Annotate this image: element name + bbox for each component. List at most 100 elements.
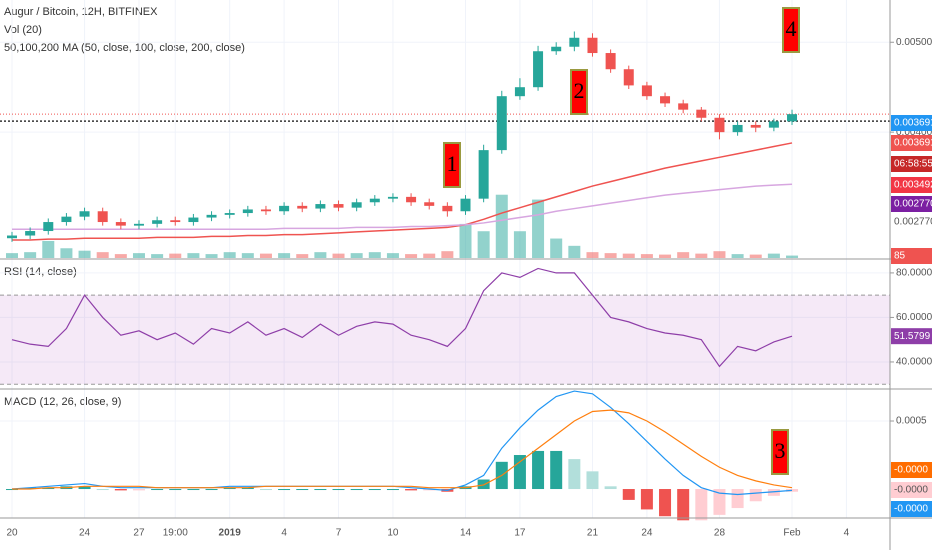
- price-marker: 0.0036917: [894, 138, 932, 149]
- candle-body: [333, 204, 344, 208]
- candle-body: [533, 51, 544, 88]
- price-marker-bg: [891, 177, 932, 193]
- price-marker: 0.0036917: [894, 118, 932, 129]
- volume-bar: [78, 250, 91, 258]
- x-tick-label: 10: [387, 528, 399, 539]
- y-tick-label: 60.0000: [896, 312, 932, 323]
- candle-body: [152, 220, 163, 224]
- macd-marker-bg: [891, 501, 932, 517]
- macd-histogram-bar: [550, 450, 563, 490]
- annotation-text: 1: [447, 151, 458, 176]
- macd-histogram-bar: [78, 486, 91, 490]
- y-tick-label: 0.0040000: [896, 127, 932, 138]
- macd-marker-bg: [891, 462, 932, 478]
- macd-histogram-bar: [767, 489, 780, 496]
- candle-body: [678, 103, 689, 110]
- price-marker: 06:58:55: [894, 159, 932, 170]
- volume-bar: [640, 254, 653, 258]
- candle-body: [315, 204, 326, 209]
- macd-histogram-bar: [423, 489, 436, 491]
- macd-histogram-bar: [241, 487, 254, 490]
- price-marker: 85: [894, 251, 906, 262]
- volume-bar: [187, 253, 200, 258]
- macd-histogram-bar: [731, 489, 744, 509]
- volume-bar: [441, 251, 454, 258]
- candle-body: [478, 150, 489, 199]
- volume-bar: [622, 253, 635, 258]
- annotation-box: [782, 7, 800, 53]
- volume-bar: [550, 238, 563, 258]
- volume-bar: [96, 252, 109, 258]
- macd-histogram-bar: [368, 489, 381, 491]
- candle-body: [460, 198, 471, 212]
- macd-histogram-bar: [132, 489, 145, 491]
- x-tick-label: 27: [133, 528, 145, 539]
- macd-histogram-bar: [332, 489, 345, 491]
- volume-bar: [604, 253, 617, 258]
- volume-bar: [423, 253, 436, 258]
- volume-bar: [713, 251, 726, 258]
- price-marker-bg: [891, 135, 932, 151]
- candle-body: [133, 223, 144, 226]
- candle-body: [551, 46, 562, 52]
- macd-histogram-bar: [659, 489, 672, 517]
- candle-body: [406, 196, 417, 203]
- price-marker-bg: [891, 115, 932, 131]
- candle-body: [115, 222, 126, 226]
- candle-body: [206, 214, 217, 218]
- price-marker: 0.0034928: [894, 180, 932, 191]
- candle-body: [787, 114, 798, 122]
- candle-body: [297, 205, 308, 209]
- volume-bar: [332, 253, 345, 258]
- macd-histogram-bar: [622, 489, 635, 500]
- candle-body: [587, 37, 598, 54]
- x-tick-label: 7: [336, 528, 342, 539]
- candle-body: [424, 202, 435, 206]
- annotation-box: [570, 69, 588, 115]
- macd-histogram-bar: [96, 489, 109, 491]
- candle-body: [242, 209, 253, 214]
- candle-body: [714, 117, 725, 133]
- macd-histogram-bar: [350, 489, 363, 491]
- candle-body: [43, 222, 54, 232]
- x-tick-label: 4: [281, 528, 287, 539]
- volume-bar: [677, 252, 690, 258]
- volume-bar: [749, 254, 762, 258]
- macd-histogram-bar: [586, 471, 599, 490]
- y-tick-label: 80.0000: [896, 268, 932, 279]
- price-marker-bg: [891, 248, 932, 264]
- volume-bar: [368, 252, 381, 258]
- y-tick-label: 40.0000: [896, 357, 932, 368]
- macd-histogram-bar: [24, 487, 37, 490]
- y-tick-label: 0.0050000: [896, 37, 932, 48]
- volume-bar: [169, 253, 182, 258]
- candle-body: [224, 213, 235, 215]
- volume-bar: [259, 253, 272, 258]
- volume-bar: [459, 223, 472, 258]
- macd-histogram-bar: [513, 455, 526, 490]
- volume-bar: [405, 254, 418, 258]
- candle-body: [25, 231, 36, 236]
- x-tick-label: 24: [641, 528, 653, 539]
- chart-title: Augur / Bitcoin, 12H, BITFINEX: [4, 6, 158, 18]
- volume-bar: [24, 252, 37, 258]
- ma-line: [12, 183, 793, 230]
- macd-histogram-bar: [604, 486, 617, 490]
- volume-bar: [114, 254, 127, 258]
- candle-body: [732, 124, 743, 133]
- y-tick-label: 0.0005: [896, 416, 927, 427]
- candle-body: [188, 217, 199, 223]
- candle-body: [61, 216, 72, 223]
- candle-body: [7, 235, 17, 239]
- candle-body: [369, 198, 380, 203]
- macd-histogram-bar: [169, 489, 182, 491]
- volume-bar: [477, 231, 490, 258]
- candle-body: [260, 209, 271, 212]
- volume-bar: [296, 254, 309, 258]
- volume-bar: [495, 194, 508, 258]
- macd-histogram-bar: [223, 487, 236, 490]
- volume-bar: [223, 252, 236, 258]
- macd-marker: -0.0000: [894, 465, 928, 476]
- volume-bar: [278, 253, 291, 258]
- annotation-text: 4: [786, 16, 797, 41]
